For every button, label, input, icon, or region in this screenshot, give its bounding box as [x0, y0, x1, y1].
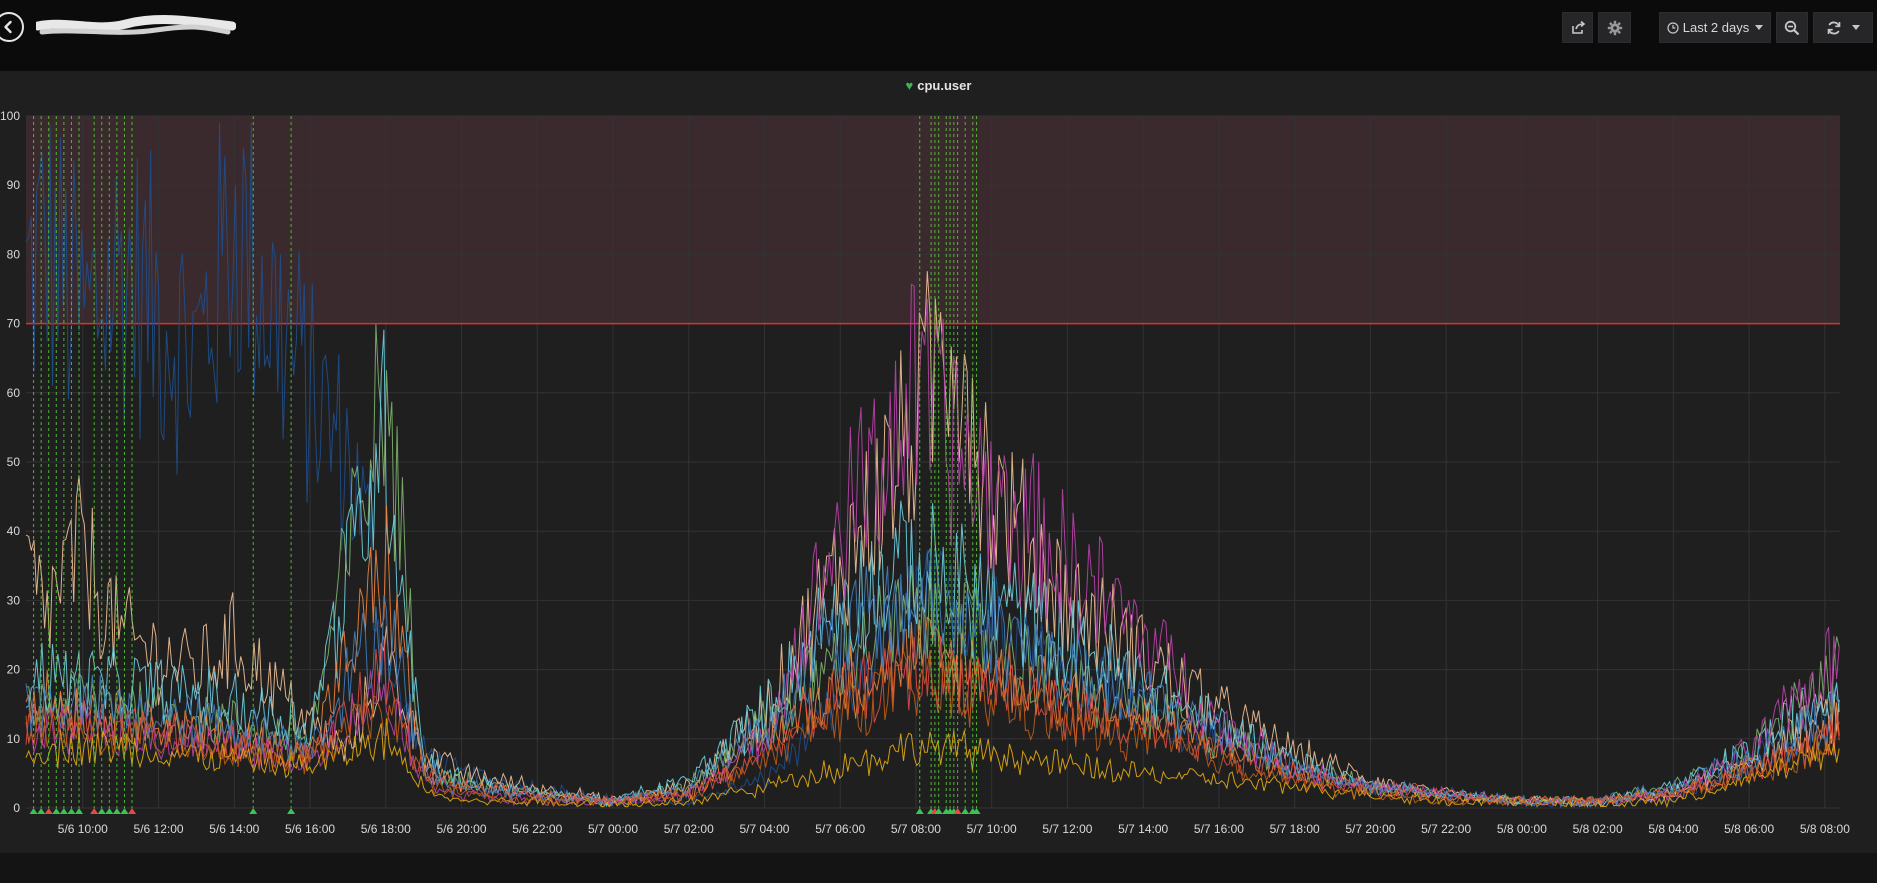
share-icon — [1571, 20, 1585, 34]
cpu-user-chart[interactable]: 0 10 20 30 40 50 60 70 80 90 100 5/6 10:00 5/6 12:00… — [0, 0, 1877, 853]
time-range-picker[interactable]: Last 2 days — [1659, 12, 1771, 43]
annotation-marker — [97, 808, 106, 814]
x-tick-label: 5/7 00:00 — [588, 822, 638, 836]
chevron-down-icon — [1755, 25, 1764, 30]
x-tick-label: 5/7 20:00 — [1345, 822, 1395, 836]
annotation-marker — [44, 808, 53, 814]
annotation-marker — [112, 808, 121, 814]
series-line — [25, 329, 1840, 808]
annotation-marker — [67, 808, 76, 814]
x-tick-label: 5/6 10:00 — [58, 822, 108, 836]
x-tick-label: 5/6 18:00 — [361, 822, 411, 836]
y-tick-label: 50 — [7, 455, 21, 469]
x-tick-label: 5/8 00:00 — [1497, 822, 1547, 836]
x-tick-label: 5/8 04:00 — [1648, 822, 1698, 836]
zoom-out-icon — [1784, 20, 1800, 35]
y-tick-label: 20 — [7, 663, 21, 677]
y-tick-label: 30 — [7, 593, 21, 607]
annotation-marker — [972, 808, 981, 814]
series-line — [25, 650, 1840, 808]
zoom-out-button[interactable] — [1776, 12, 1808, 43]
y-tick-label: 100 — [0, 109, 20, 123]
redacted-dashboard-title — [36, 15, 236, 35]
y-tick-label: 10 — [7, 732, 21, 746]
y-tick-label: 40 — [7, 524, 21, 538]
x-tick-label: 5/7 08:00 — [891, 822, 941, 836]
back-button[interactable] — [0, 12, 24, 42]
x-tick-label: 5/7 06:00 — [815, 822, 865, 836]
clock-icon — [1667, 21, 1679, 34]
annotation-marker — [29, 808, 38, 814]
annotation-marker — [961, 808, 970, 814]
series-line — [25, 548, 1840, 809]
annotation-marker — [105, 808, 114, 814]
series-line — [25, 635, 1840, 807]
x-tick-label: 5/6 20:00 — [436, 822, 486, 836]
x-tick-label: 5/7 12:00 — [1042, 822, 1092, 836]
refresh-icon — [1827, 21, 1841, 34]
heart-icon: ♥ — [905, 78, 914, 93]
annotation-marker — [915, 808, 924, 814]
share-dashboard-button[interactable] — [1562, 12, 1593, 43]
series-line — [25, 718, 1840, 809]
annotation-marker — [37, 808, 46, 814]
annotation-marker — [249, 808, 258, 814]
series-line — [25, 271, 1840, 807]
x-tick-label: 5/7 14:00 — [1118, 822, 1168, 836]
annotation-marker — [75, 808, 84, 814]
x-tick-label: 5/7 04:00 — [739, 822, 789, 836]
panel-title[interactable]: ♥ cpu.user — [0, 78, 1877, 93]
annotation-marker — [52, 808, 61, 814]
refresh-interval-chevron-icon[interactable] — [1852, 25, 1860, 30]
annotation-marker — [934, 808, 943, 814]
x-tick-label: 5/7 16:00 — [1194, 822, 1244, 836]
y-tick-label: 70 — [7, 317, 21, 331]
y-tick-label: 80 — [7, 247, 21, 261]
time-range-label: Last 2 days — [1682, 20, 1750, 35]
bottom-strip — [0, 853, 1877, 883]
panel-title-text: cpu.user — [917, 78, 972, 93]
annotation-marker — [953, 808, 962, 814]
x-tick-label: 5/8 08:00 — [1800, 822, 1850, 836]
top-navbar: Last 2 days — [0, 0, 1877, 72]
x-tick-label: 5/6 14:00 — [209, 822, 259, 836]
annotation-marker — [128, 808, 137, 814]
y-tick-label: 0 — [13, 801, 20, 815]
dashboard-settings-button[interactable] — [1598, 12, 1631, 43]
x-tick-label: 5/7 22:00 — [1421, 822, 1471, 836]
x-tick-label: 5/7 02:00 — [664, 822, 714, 836]
x-tick-label: 5/8 06:00 — [1724, 822, 1774, 836]
x-tick-label: 5/7 18:00 — [1270, 822, 1320, 836]
x-tick-label: 5/8 02:00 — [1573, 822, 1623, 836]
y-tick-label: 60 — [7, 386, 21, 400]
annotation-marker — [287, 808, 296, 814]
x-tick-label: 5/6 16:00 — [285, 822, 335, 836]
arrow-left-icon — [4, 20, 12, 34]
y-tick-label: 90 — [7, 178, 21, 192]
annotation-marker — [90, 808, 99, 814]
annotation-marker — [59, 808, 68, 814]
threshold-region — [26, 116, 1840, 324]
annotation-marker — [120, 808, 129, 814]
gear-icon — [1607, 20, 1622, 35]
x-tick-label: 5/7 10:00 — [967, 822, 1017, 836]
x-tick-label: 5/6 22:00 — [512, 822, 562, 836]
series-line — [25, 324, 1840, 808]
x-tick-label: 5/6 12:00 — [134, 822, 184, 836]
refresh-button[interactable] — [1813, 12, 1873, 43]
